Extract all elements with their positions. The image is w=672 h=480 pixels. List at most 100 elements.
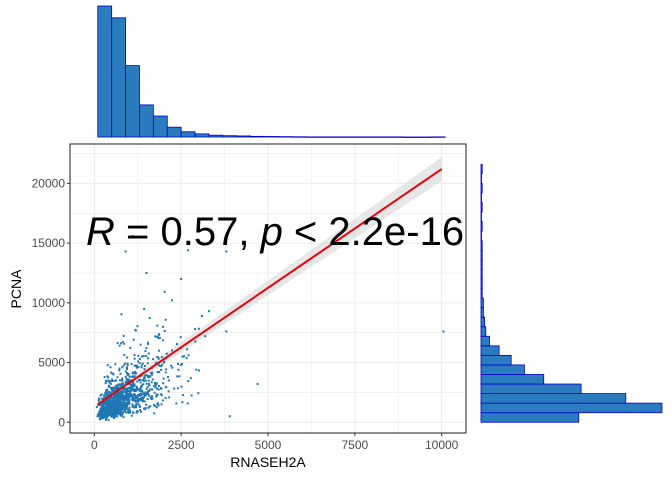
data-point [117, 413, 120, 416]
data-point [118, 408, 121, 411]
data-point [197, 392, 200, 395]
data-point [156, 403, 159, 406]
data-point [143, 400, 146, 403]
data-point [124, 362, 127, 365]
data-point [138, 362, 141, 365]
data-point [109, 397, 112, 400]
data-point [120, 408, 123, 411]
data-point [165, 352, 168, 355]
data-point [158, 336, 161, 339]
x-histogram-bar [180, 131, 196, 138]
x-axis-title: RNASEH2A [230, 454, 306, 470]
data-point [133, 398, 136, 401]
data-point [151, 371, 154, 374]
data-point [101, 416, 104, 419]
data-point [158, 364, 161, 367]
data-point [116, 415, 119, 418]
data-point [176, 387, 179, 390]
data-point [125, 366, 128, 369]
data-point [123, 342, 126, 345]
data-point [100, 397, 103, 400]
data-point [173, 387, 176, 390]
x-histogram-bar [208, 134, 224, 138]
data-point [109, 366, 112, 369]
data-point [126, 356, 129, 359]
data-point [106, 393, 109, 396]
data-point [106, 406, 109, 409]
annotation-p-value: < 2.2e-16 [283, 210, 464, 254]
data-point [120, 396, 123, 399]
data-point [142, 355, 145, 358]
data-point [139, 381, 142, 384]
data-point [111, 412, 114, 415]
data-point [105, 412, 108, 415]
data-point [168, 396, 171, 399]
data-point [115, 379, 118, 382]
y-histogram-bar [480, 307, 484, 318]
data-point [155, 406, 158, 409]
data-point [105, 400, 108, 403]
data-point [108, 381, 111, 384]
data-point [121, 408, 124, 411]
data-point [138, 404, 141, 407]
grid-lines [70, 144, 466, 433]
data-point [129, 346, 132, 349]
data-point [117, 392, 120, 395]
data-point [112, 387, 115, 390]
data-point [115, 393, 118, 396]
data-point [151, 378, 154, 381]
x-tick-label: 5000 [255, 438, 282, 452]
x-histogram-bar [375, 136, 390, 138]
data-point [145, 271, 148, 274]
data-point [126, 368, 129, 371]
data-point [139, 393, 142, 396]
data-point [147, 375, 150, 378]
data-point [143, 408, 146, 411]
data-point [154, 335, 157, 338]
data-point [132, 399, 135, 402]
data-point [149, 375, 152, 378]
data-point [125, 392, 128, 395]
x-axis-ticks: 0 2500 5000 7500 10000 [91, 433, 459, 452]
data-point [137, 394, 140, 397]
data-point [133, 364, 136, 367]
data-point [204, 335, 207, 338]
data-point [112, 409, 115, 412]
data-point [181, 355, 184, 358]
data-point [114, 396, 117, 399]
data-point [147, 343, 150, 346]
y-histogram-bar [480, 183, 483, 194]
data-point [114, 389, 117, 392]
data-point [190, 394, 193, 397]
data-point [154, 386, 157, 389]
data-point [150, 398, 153, 401]
data-point [120, 399, 123, 402]
data-point [186, 402, 189, 405]
data-point [127, 409, 130, 412]
data-point [98, 404, 101, 407]
data-point [183, 355, 186, 358]
y-histogram-bar [480, 345, 500, 356]
data-point [123, 408, 126, 411]
data-point [134, 389, 137, 392]
data-point [100, 403, 103, 406]
x-histogram-bar [222, 135, 238, 138]
data-point [141, 362, 144, 365]
y-histogram-bar [480, 374, 545, 385]
data-point [131, 405, 134, 408]
data-point [140, 410, 143, 413]
data-point [126, 411, 129, 414]
data-point [207, 310, 210, 313]
data-point [117, 411, 120, 414]
x-histogram-bar [152, 115, 168, 138]
data-point [157, 349, 160, 352]
data-point [133, 388, 136, 391]
data-point [118, 344, 121, 347]
data-point [114, 415, 117, 418]
data-point [133, 354, 136, 357]
data-point [107, 384, 110, 387]
data-point [126, 364, 129, 367]
y-tick-label: 10000 [32, 296, 66, 310]
data-point [146, 341, 149, 344]
data-point [189, 377, 192, 380]
